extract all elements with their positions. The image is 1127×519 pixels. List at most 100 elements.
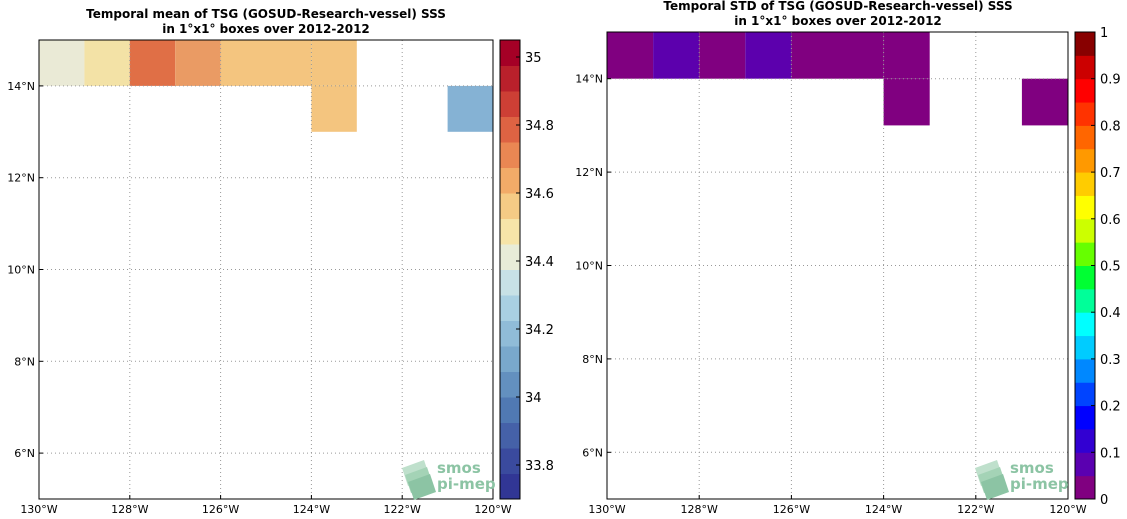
colorbar-segment: [1075, 195, 1095, 220]
colorbar-segment: [500, 40, 520, 66]
colorbar-segment: [500, 346, 520, 372]
colorbar-segment: [1075, 288, 1095, 313]
grid-cell: [1021, 78, 1068, 126]
colorbar-tick-label: 0.7: [1100, 166, 1121, 181]
smos-pimep-logo-icon: [975, 460, 1009, 500]
colorbar-segment: [1075, 218, 1095, 243]
std-map-gridlines: [607, 32, 1068, 499]
colorbar-segment: [500, 320, 520, 347]
colorbar-tick-label: 34.2: [525, 323, 554, 338]
y-tick-label: 8°N: [14, 355, 35, 368]
std-map-title-line2: in 1°x1° boxes over 2012-2012: [734, 14, 942, 28]
colorbar-segment: [500, 116, 520, 143]
mean-map-x-ticks: 130°W 128°W 126°W 124°W 122°W 120°W: [20, 495, 512, 516]
grid-cell: [129, 40, 176, 86]
mean-map-panel: Temporal mean of TSG (GOSUD-Research-ves…: [7, 7, 554, 516]
y-tick-label: 10°N: [7, 264, 35, 277]
colorbar-segment: [1075, 312, 1095, 337]
logo-pimep-text: pi-mep: [1010, 475, 1069, 493]
grid-cell: [883, 78, 930, 126]
colorbar-segment: [500, 397, 520, 423]
colorbar-segment: [500, 167, 520, 194]
colorbar-tick-label: 35: [525, 51, 542, 66]
x-tick-label: 126°W: [202, 503, 239, 516]
colorbar-segment: [1075, 148, 1095, 173]
grid-cell: [175, 40, 221, 86]
grid-cell: [883, 32, 930, 79]
grid-cell: [311, 85, 357, 132]
colorbar-tick-label: 0.9: [1100, 73, 1121, 88]
std-map-y-ticks: 6°N 8°N 10°N 12°N 14°N: [575, 73, 611, 459]
x-tick-label: 120°W: [1049, 503, 1086, 516]
colorbar-segment: [1075, 428, 1095, 453]
colorbar-segment: [500, 473, 520, 500]
logo-pimep-text: pi-mep: [437, 475, 496, 493]
colorbar-tick-label: 0.6: [1100, 213, 1121, 228]
colorbar-tick-label: 0: [1100, 493, 1108, 508]
colorbar-segment: [1075, 55, 1095, 80]
mean-map-title-line2: in 1°x1° boxes over 2012-2012: [162, 22, 370, 36]
x-tick-label: 124°W: [865, 503, 902, 516]
grid-cell: [84, 40, 130, 86]
colorbar-segment: [1075, 32, 1095, 56]
colorbar-segment: [1075, 242, 1095, 266]
colorbar-segment: [500, 142, 520, 168]
grid-cell: [220, 40, 266, 86]
grid-cell: [266, 40, 312, 86]
x-tick-label: 130°W: [588, 503, 625, 516]
std-colorbar-ticks: 0 0.1 0.2 0.3 0.4 0.5 0.6 0.7 0.8 0.9 1: [1091, 26, 1121, 508]
x-tick-label: 120°W: [474, 503, 511, 516]
smos-pimep-logo: smos pi-mep: [975, 459, 1069, 500]
colorbar-tick-label: 34: [525, 391, 542, 406]
x-tick-label: 128°W: [111, 503, 148, 516]
y-tick-label: 12°N: [7, 172, 35, 185]
grid-cell: [311, 40, 357, 86]
colorbar-tick-label: 34.8: [525, 119, 554, 134]
mean-colorbar: [499, 39, 521, 500]
std-colorbar: [1074, 31, 1096, 500]
std-map-title-line1: Temporal STD of TSG (GOSUD-Research-vess…: [663, 0, 1012, 13]
x-tick-label: 122°W: [384, 503, 421, 516]
colorbar-tick-label: 34.4: [525, 255, 554, 270]
smos-pimep-logo: smos pi-mep: [402, 459, 496, 500]
y-tick-label: 14°N: [7, 80, 35, 93]
mean-map-cells: [39, 40, 493, 132]
colorbar-segment: [500, 448, 520, 474]
mean-colorbar-ticks: 33.8 34 34.2 34.4 34.6 34.8 35: [516, 51, 554, 474]
colorbar-tick-label: 34.6: [525, 187, 554, 202]
logo-smos-text: smos: [1010, 459, 1054, 477]
grid-cell: [699, 32, 746, 79]
colorbar-tick-label: 33.8: [525, 459, 554, 474]
colorbar-segment: [1075, 475, 1095, 500]
grid-cell: [447, 85, 493, 132]
colorbar-frame: [499, 39, 521, 500]
colorbar-segment: [1075, 172, 1095, 196]
std-map-x-ticks: 130°W 128°W 126°W 124°W 122°W 120°W: [588, 495, 1087, 516]
colorbar-tick-label: 0.5: [1100, 260, 1121, 275]
mean-map-gridlines: [39, 40, 493, 499]
colorbar-tick-label: 1: [1100, 26, 1108, 41]
colorbar-segment: [1075, 125, 1095, 150]
y-tick-label: 6°N: [582, 446, 603, 459]
colorbar-segment: [500, 193, 520, 219]
colorbar-segment: [1075, 335, 1095, 360]
colorbar-segment: [500, 218, 520, 245]
std-map-frame: [606, 31, 1069, 500]
std-map-panel: Temporal STD of TSG (GOSUD-Research-vess…: [575, 0, 1120, 516]
colorbar-segment: [1075, 452, 1095, 477]
x-tick-label: 130°W: [20, 503, 57, 516]
y-tick-label: 14°N: [575, 73, 603, 86]
colorbar-segment: [1075, 382, 1095, 407]
x-tick-label: 122°W: [957, 503, 994, 516]
colorbar-segment: [500, 422, 520, 449]
grid-cell: [837, 32, 884, 79]
colorbar-segment: [500, 91, 520, 117]
mean-map-y-ticks: 6°N 8°N 10°N 12°N 14°N: [7, 80, 43, 460]
std-map-cells: [607, 32, 1068, 126]
mean-map-title-line1: Temporal mean of TSG (GOSUD-Research-ves…: [86, 7, 446, 21]
logo-smos-text: smos: [437, 459, 481, 477]
colorbar-segment: [500, 269, 520, 296]
y-tick-label: 10°N: [575, 260, 603, 273]
colorbar-tick-label: 0.8: [1100, 119, 1121, 134]
